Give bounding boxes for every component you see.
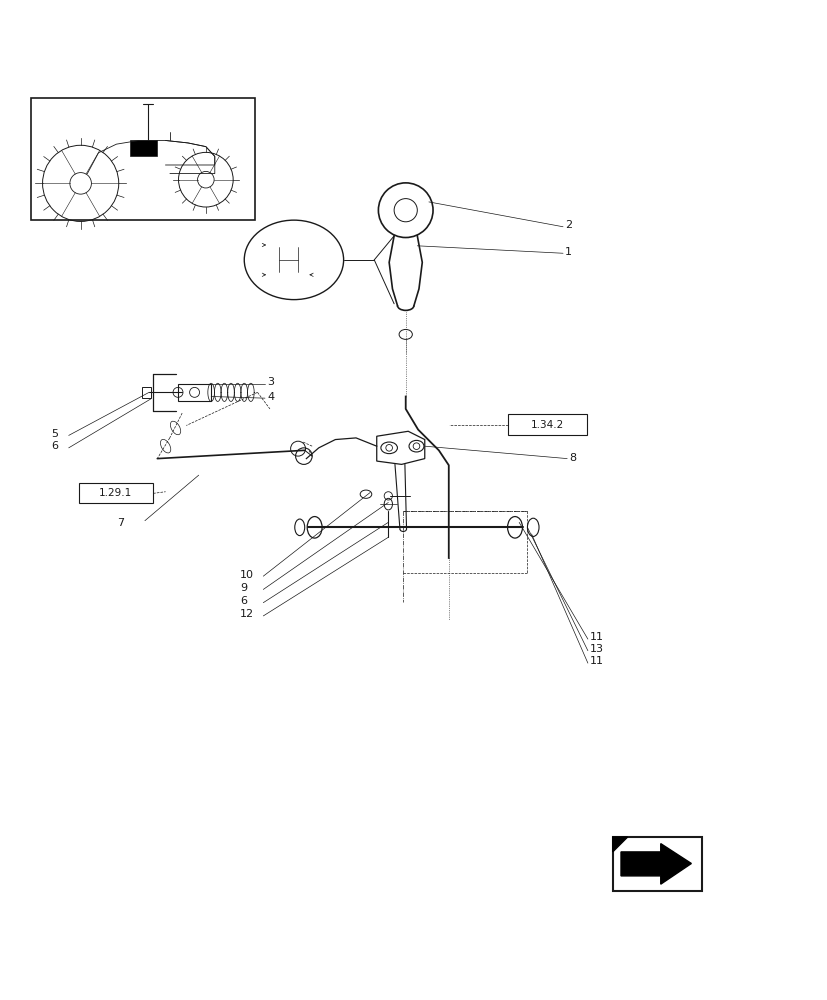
Bar <box>79 483 153 503</box>
Text: 8: 8 <box>568 453 576 463</box>
Polygon shape <box>612 837 627 852</box>
Text: 2: 2 <box>564 220 571 230</box>
Text: 1: 1 <box>564 247 571 257</box>
Text: 10: 10 <box>240 570 254 580</box>
Text: 13: 13 <box>589 644 603 654</box>
Bar <box>31 98 255 220</box>
Text: 5: 5 <box>51 429 58 439</box>
Bar <box>130 140 156 156</box>
Bar <box>508 414 586 435</box>
Text: 7: 7 <box>117 518 125 528</box>
Text: 6: 6 <box>240 596 246 606</box>
Text: 12: 12 <box>240 609 254 619</box>
Polygon shape <box>620 844 691 884</box>
Text: 6: 6 <box>51 441 58 451</box>
Text: 1.29.1: 1.29.1 <box>99 488 132 498</box>
Bar <box>612 837 701 891</box>
Bar <box>142 387 151 398</box>
Text: 9: 9 <box>240 583 247 593</box>
Text: 11: 11 <box>589 632 603 642</box>
Text: 11: 11 <box>589 656 603 666</box>
Text: 1.34.2: 1.34.2 <box>530 420 564 430</box>
Text: 3: 3 <box>267 377 274 387</box>
Text: 4: 4 <box>267 391 275 401</box>
